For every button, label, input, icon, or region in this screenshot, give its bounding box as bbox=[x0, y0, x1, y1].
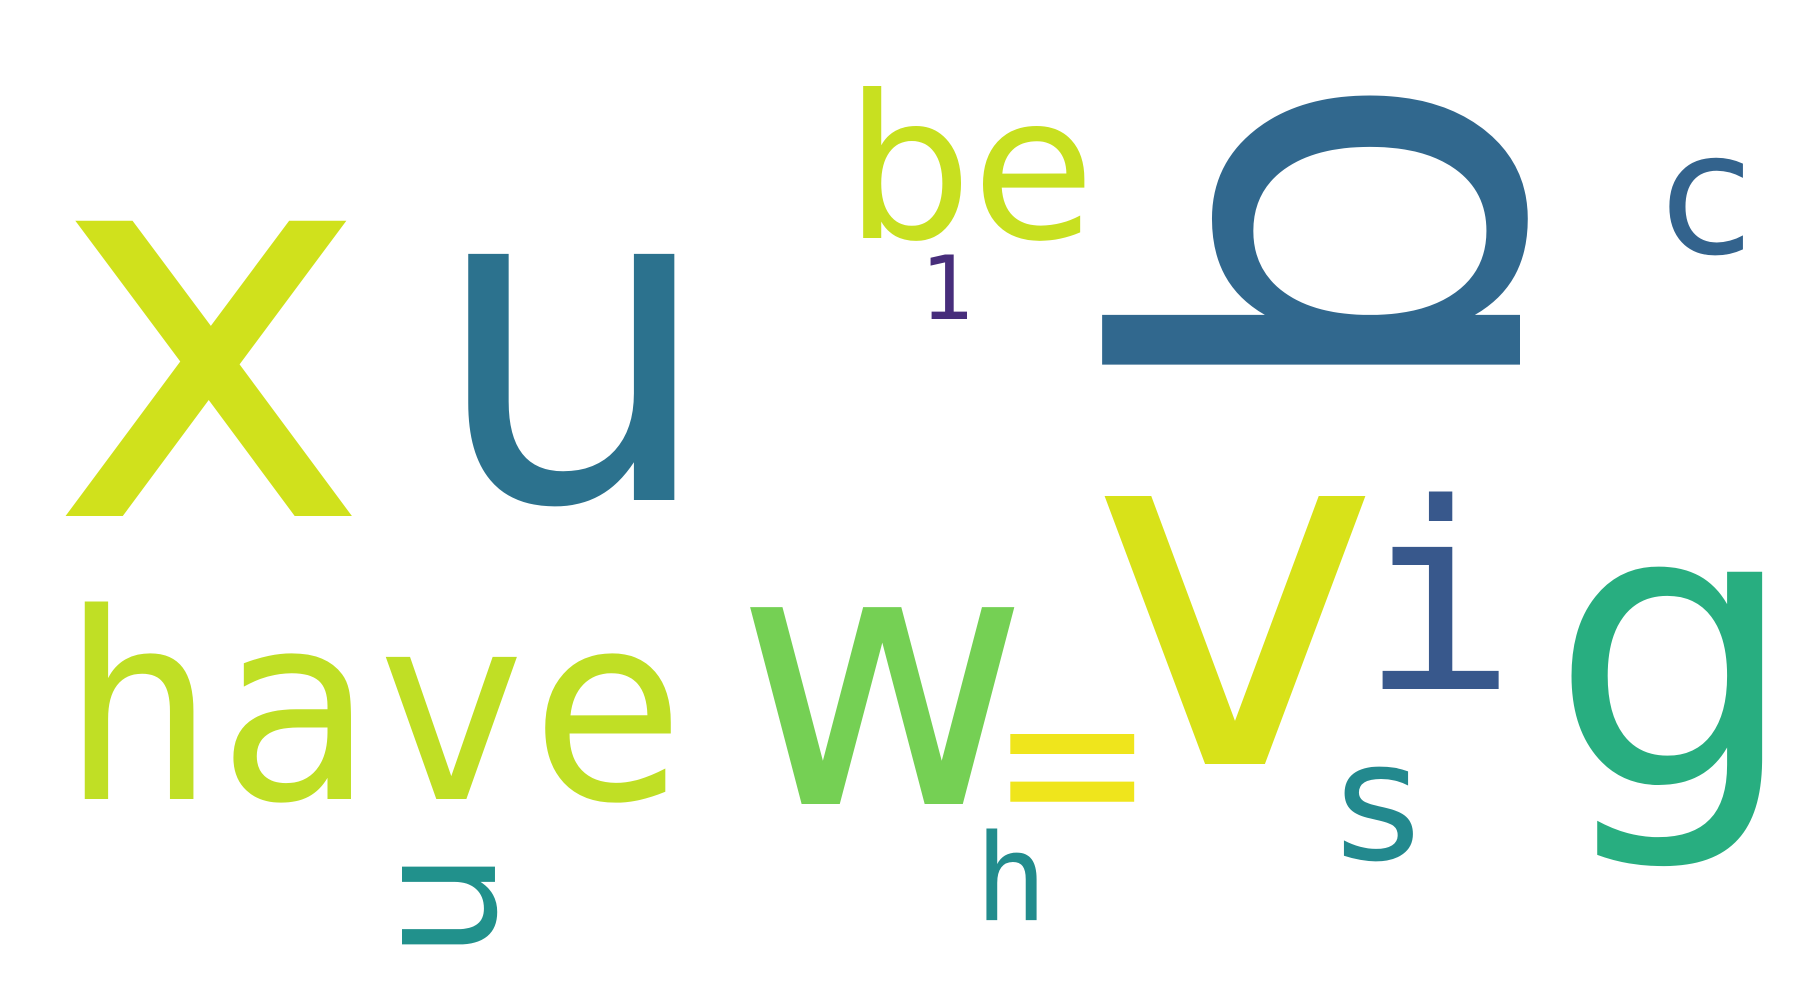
cloud-word-have: have bbox=[60, 559, 687, 861]
cloud-word-x: x bbox=[50, 16, 370, 644]
cloud-word-1: 1 bbox=[920, 237, 973, 340]
cloud-word-i: i bbox=[1360, 449, 1517, 751]
cloud-word-n: n bbox=[361, 851, 559, 959]
cloud-word-h: h bbox=[975, 810, 1048, 949]
cloud-word-c: c bbox=[1660, 96, 1754, 294]
cloud-word-g: g bbox=[1550, 423, 1798, 877]
cloud-word-equals: = bbox=[1000, 620, 1145, 900]
cloud-word-s: s bbox=[1335, 706, 1421, 898]
cloud-word-be: be bbox=[845, 53, 1095, 286]
cloud-word-v: v bbox=[1090, 309, 1380, 880]
cloud-word-w: w bbox=[735, 470, 1030, 889]
cloud-word-u: u bbox=[430, 83, 716, 607]
